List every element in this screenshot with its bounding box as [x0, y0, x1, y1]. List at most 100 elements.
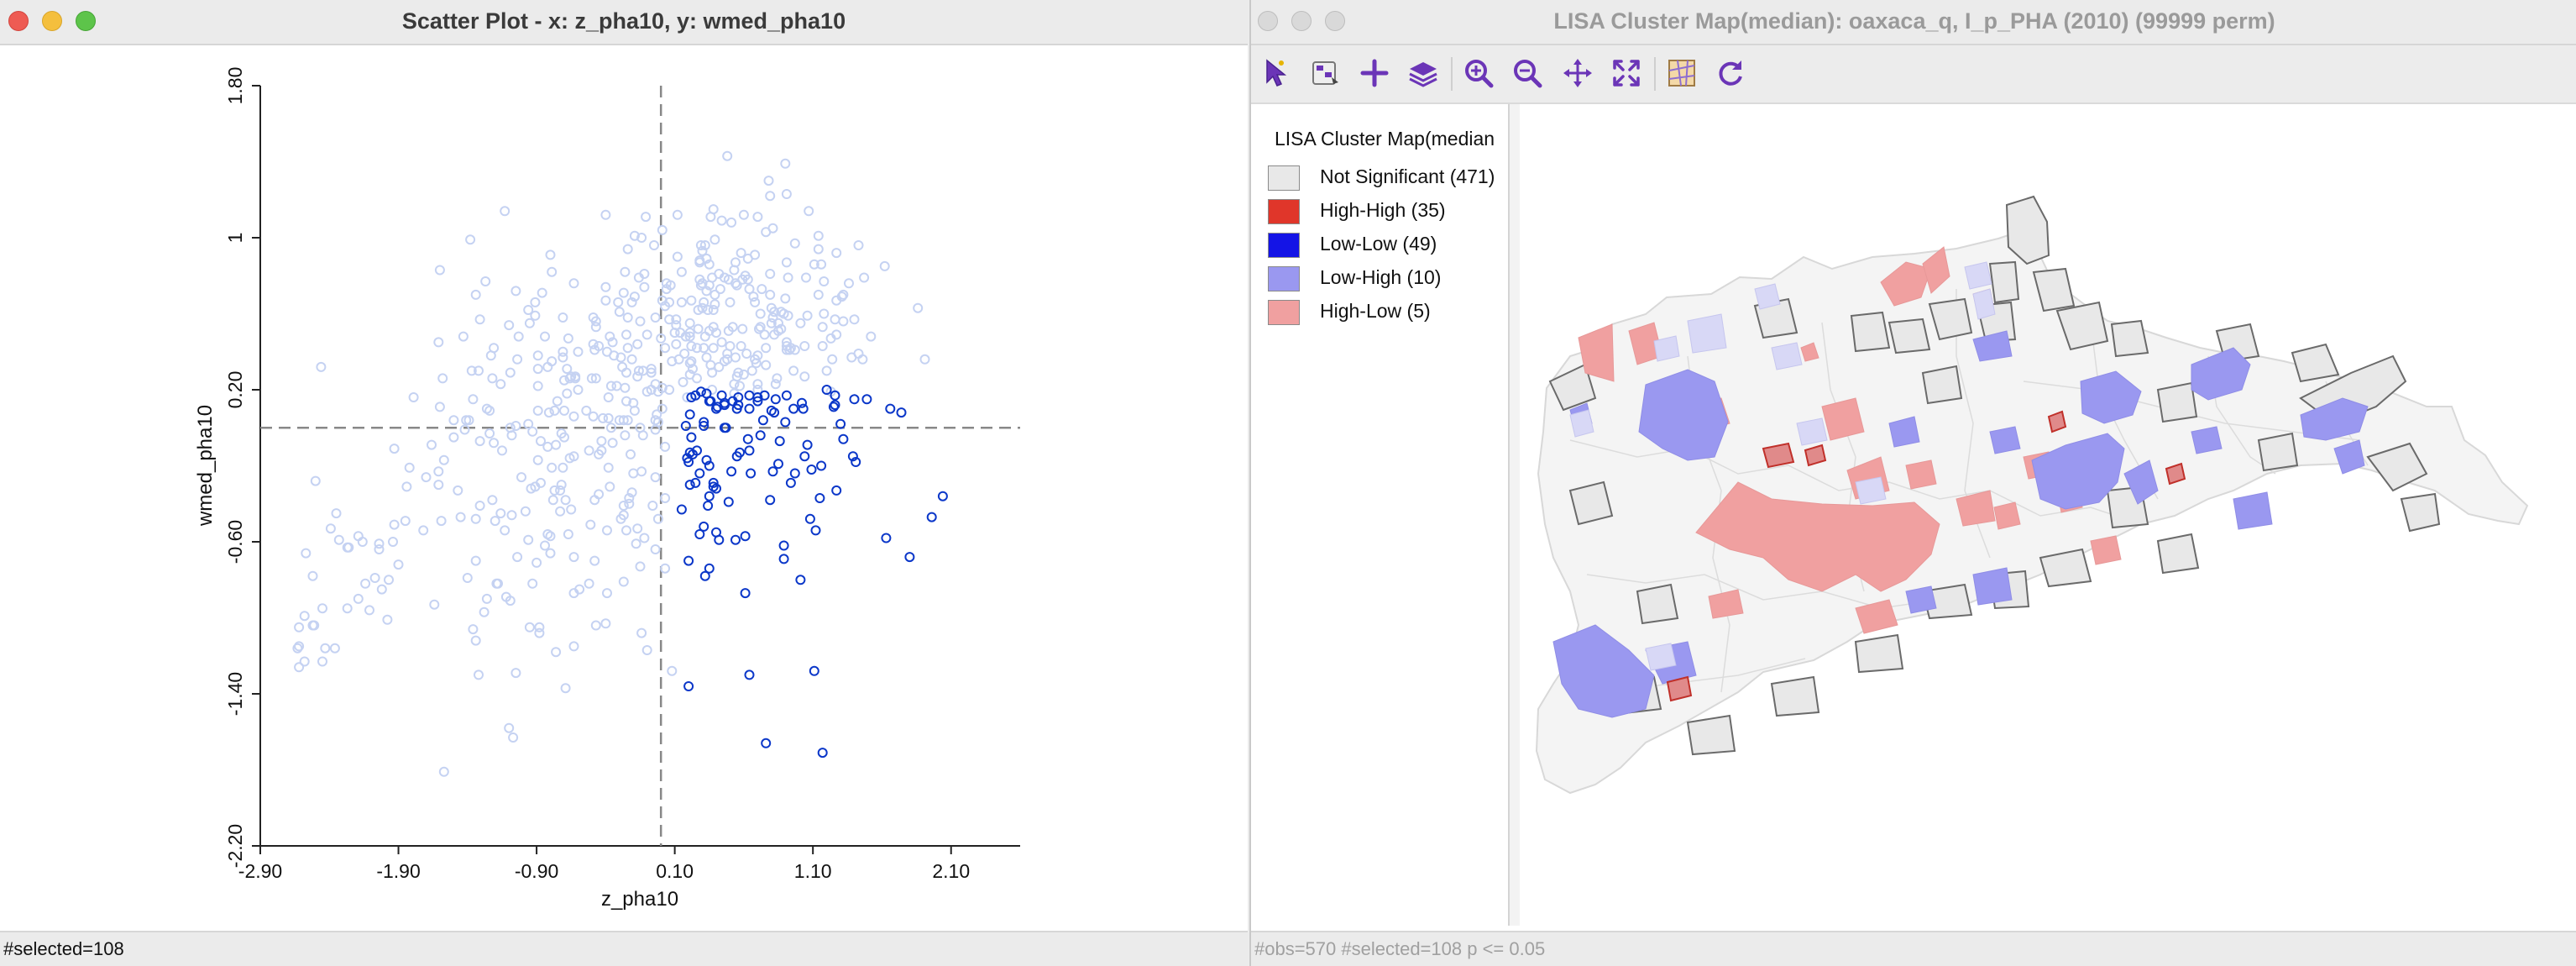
selected-point[interactable]	[704, 396, 715, 407]
unselected-point[interactable]	[672, 209, 683, 220]
unselected-point[interactable]	[699, 240, 710, 250]
selected-point[interactable]	[767, 466, 778, 477]
unselected-point[interactable]	[384, 575, 394, 585]
unselected-point[interactable]	[699, 297, 709, 307]
unselected-point[interactable]	[731, 280, 742, 291]
selected-point[interactable]	[766, 405, 777, 416]
unselected-point[interactable]	[669, 328, 680, 339]
unselected-point[interactable]	[733, 367, 744, 378]
unselected-point[interactable]	[495, 379, 506, 390]
unselected-point[interactable]	[292, 643, 303, 654]
unselected-point[interactable]	[594, 449, 605, 459]
unselected-point[interactable]	[830, 314, 840, 325]
unselected-point[interactable]	[540, 331, 550, 342]
selected-point[interactable]	[757, 415, 768, 426]
unselected-point[interactable]	[560, 683, 571, 694]
unselected-point[interactable]	[547, 495, 558, 506]
unselected-point[interactable]	[487, 495, 498, 506]
unselected-point[interactable]	[566, 504, 577, 515]
unselected-point[interactable]	[692, 373, 702, 384]
unselected-point[interactable]	[804, 206, 814, 217]
unselected-point[interactable]	[532, 364, 543, 375]
unselected-point[interactable]	[802, 310, 813, 321]
selected-point[interactable]	[694, 529, 705, 539]
unselected-point[interactable]	[620, 430, 631, 441]
selected-point[interactable]	[896, 407, 907, 418]
unselected-point[interactable]	[711, 328, 721, 339]
unselected-point[interactable]	[831, 295, 842, 306]
selected-point[interactable]	[817, 748, 828, 759]
unselected-point[interactable]	[817, 322, 828, 333]
selected-point[interactable]	[802, 439, 813, 450]
unselected-point[interactable]	[629, 291, 640, 302]
unselected-point[interactable]	[664, 297, 675, 307]
selected-point[interactable]	[830, 400, 840, 411]
unselected-point[interactable]	[649, 240, 659, 250]
selected-point[interactable]	[684, 409, 695, 420]
unselected-point[interactable]	[688, 364, 698, 375]
unselected-point[interactable]	[624, 493, 635, 503]
unselected-point[interactable]	[325, 523, 336, 534]
unselected-point[interactable]	[641, 212, 652, 223]
unselected-point[interactable]	[537, 287, 547, 298]
unselected-point[interactable]	[703, 305, 714, 315]
unselected-point[interactable]	[769, 329, 780, 340]
unselected-point[interactable]	[559, 432, 569, 443]
unselected-point[interactable]	[466, 365, 477, 376]
unselected-point[interactable]	[564, 373, 575, 384]
unselected-point[interactable]	[686, 341, 697, 351]
scatter-plot[interactable]: -2.90 -1.90 -0.90 0.10 1.10 2.10 -2.20 -1.40 -0…	[0, 45, 1248, 932]
selected-point[interactable]	[765, 495, 776, 506]
unselected-point[interactable]	[493, 578, 503, 589]
unselected-point[interactable]	[555, 485, 566, 496]
unselected-point[interactable]	[438, 766, 449, 777]
unselected-point[interactable]	[748, 291, 759, 302]
unselected-point[interactable]	[480, 276, 491, 286]
unselected-point[interactable]	[618, 287, 629, 298]
unselected-point[interactable]	[353, 593, 364, 604]
unselected-point[interactable]	[695, 280, 706, 291]
unselected-point[interactable]	[722, 349, 733, 359]
unselected-point[interactable]	[607, 337, 618, 348]
unselected-point[interactable]	[660, 441, 671, 452]
selected-point[interactable]	[723, 496, 734, 507]
unselected-point[interactable]	[603, 412, 614, 423]
unselected-point[interactable]	[626, 449, 636, 459]
unselected-point[interactable]	[714, 269, 725, 279]
unselected-point[interactable]	[750, 297, 761, 307]
selected-point[interactable]	[773, 459, 783, 470]
unselected-point[interactable]	[453, 485, 463, 496]
unselected-point[interactable]	[470, 555, 481, 566]
unselected-point[interactable]	[589, 344, 600, 355]
unselected-point[interactable]	[686, 295, 697, 306]
unselected-point[interactable]	[694, 274, 705, 285]
unselected-point[interactable]	[776, 323, 787, 334]
unselected-point[interactable]	[558, 462, 568, 473]
selected-point[interactable]	[831, 485, 842, 496]
unselected-point[interactable]	[329, 643, 340, 654]
unselected-point[interactable]	[470, 635, 481, 646]
unselected-point[interactable]	[294, 622, 305, 633]
unselected-point[interactable]	[401, 481, 412, 492]
unselected-point[interactable]	[333, 534, 344, 545]
selected-point[interactable]	[795, 575, 806, 585]
unselected-point[interactable]	[532, 350, 543, 361]
unselected-point[interactable]	[549, 485, 560, 496]
selected-point[interactable]	[708, 477, 719, 488]
unselected-point[interactable]	[838, 316, 849, 327]
unselected-point[interactable]	[879, 260, 890, 271]
selected-point[interactable]	[838, 433, 849, 444]
unselected-point[interactable]	[603, 392, 614, 402]
unselected-point[interactable]	[676, 266, 687, 277]
unselected-point[interactable]	[813, 244, 824, 255]
unselected-point[interactable]	[726, 217, 737, 228]
selected-point[interactable]	[680, 421, 691, 431]
unselected-point[interactable]	[729, 265, 740, 276]
unselected-point[interactable]	[534, 627, 545, 638]
selected-point[interactable]	[926, 512, 937, 522]
unselected-point[interactable]	[632, 523, 643, 534]
unselected-point[interactable]	[621, 396, 631, 407]
unselected-point[interactable]	[589, 555, 600, 566]
unselected-point[interactable]	[866, 331, 877, 342]
unselected-point[interactable]	[316, 361, 327, 372]
